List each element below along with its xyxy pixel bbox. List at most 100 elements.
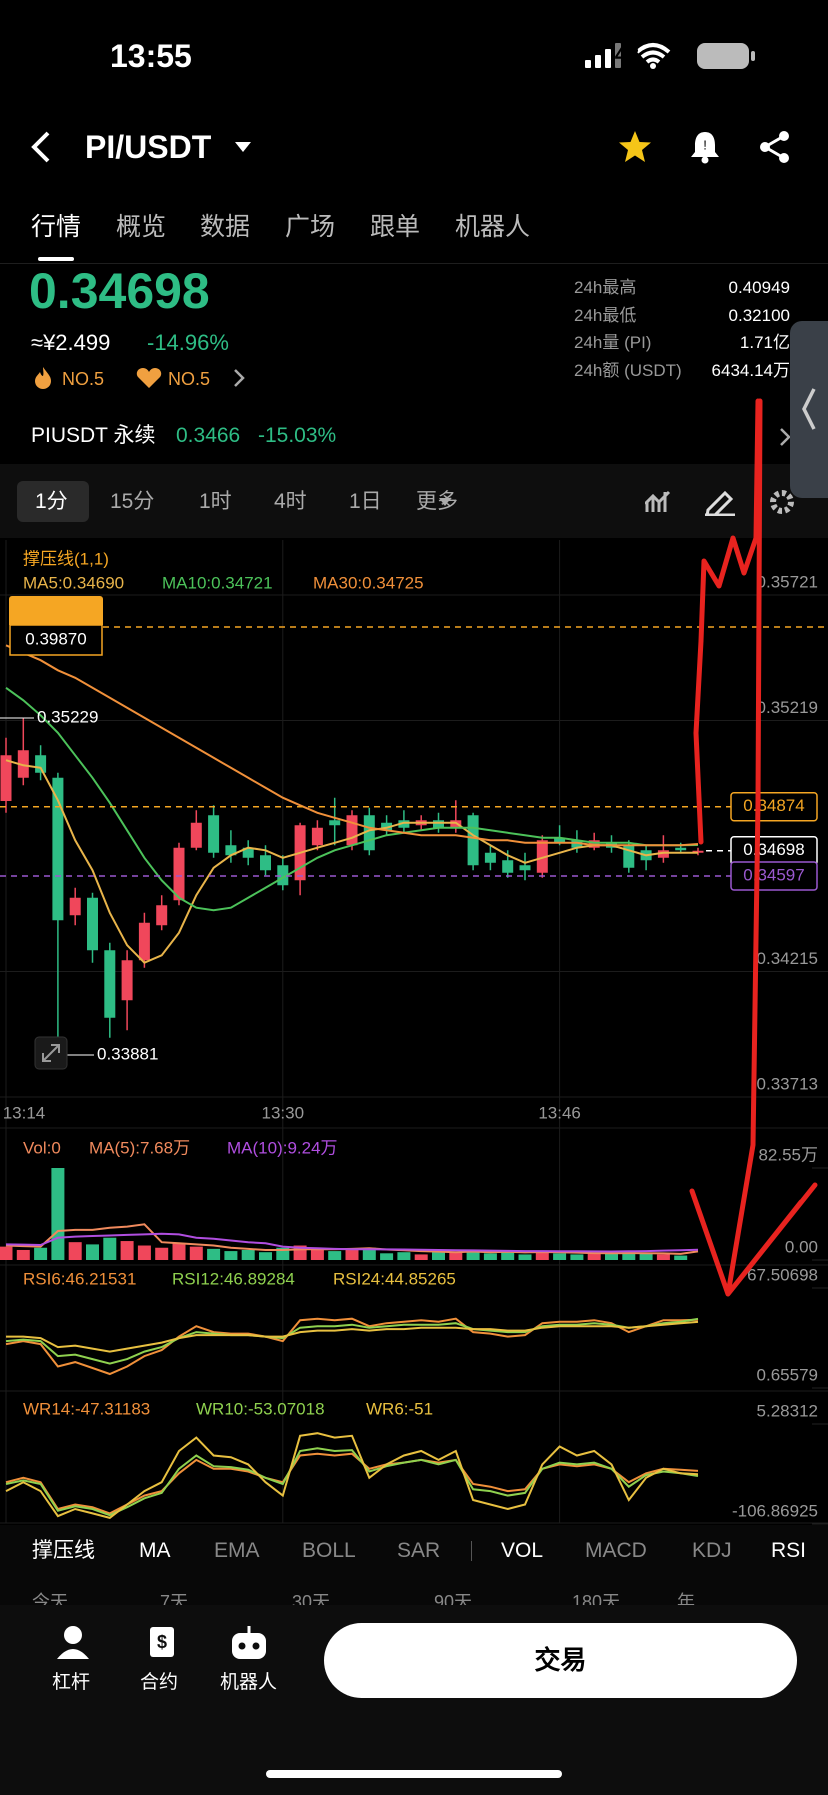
indicator-tab[interactable]: MACD — [585, 1539, 647, 1562]
volume-bar — [674, 1255, 688, 1260]
volume-bar — [0, 1246, 13, 1260]
interval[interactable]: 1时 — [199, 490, 232, 513]
side-tab[interactable] — [790, 321, 828, 498]
y-tick-label: 5.28312 — [757, 1401, 818, 1420]
series-line — [5, 686, 699, 912]
perp-price: 0.3466 — [176, 424, 241, 447]
tab[interactable]: 机器人 — [455, 213, 531, 241]
y-tick-label: 82.55万 — [758, 1145, 818, 1164]
legend-label: WR14:-47.31183 — [23, 1399, 150, 1418]
y-tick-label: 0.34215 — [757, 949, 818, 968]
indicator-tab[interactable]: 撑压线 — [32, 1539, 95, 1562]
legend-label: WR10:-53.07018 — [196, 1399, 325, 1418]
candle-body — [173, 847, 185, 901]
volume-bar — [103, 1237, 117, 1260]
series-line — [5, 644, 699, 847]
interval[interactable]: 更多 — [416, 490, 458, 513]
indicator-tab[interactable]: SAR — [397, 1539, 441, 1562]
tab[interactable]: 行情 — [31, 213, 82, 241]
volume-bar — [483, 1253, 497, 1260]
cny-price: ≈¥2.499 — [31, 330, 111, 355]
candle-body — [104, 950, 116, 1018]
nav-label[interactable]: 合约 — [140, 1672, 179, 1693]
candle-body — [0, 755, 12, 801]
tab[interactable]: 广场 — [285, 213, 336, 241]
series-line — [5, 1317, 699, 1376]
candle-body — [433, 820, 444, 828]
volume-bar — [241, 1249, 255, 1260]
share-icon[interactable] — [757, 129, 793, 165]
y-tick-label: -106.86925 — [732, 1501, 818, 1520]
interval[interactable]: 1分 — [35, 490, 68, 513]
rank-badge: NO.5 — [168, 369, 211, 389]
indicator-tab[interactable]: BOLL — [302, 1539, 356, 1562]
chevron[interactable] — [232, 368, 246, 388]
interval[interactable]: 4时 — [274, 490, 307, 513]
indicator-tab[interactable]: VOL — [501, 1539, 544, 1562]
volume-bar — [380, 1253, 394, 1260]
candle-body — [69, 897, 81, 916]
volume-bar — [622, 1252, 636, 1260]
candle-body — [554, 837, 566, 843]
legend-label: MA5:0.34690 — [23, 573, 124, 592]
series-line — [5, 1232, 699, 1253]
divider — [0, 263, 828, 264]
home-indicator — [266, 1770, 562, 1778]
legend-label: MA(5):7.68万 — [89, 1138, 190, 1157]
interval-selected — [17, 481, 89, 522]
volume-bar — [68, 1242, 82, 1260]
indicator-tab[interactable]: RSI — [771, 1539, 807, 1562]
volume-bar — [449, 1252, 463, 1260]
tab[interactable]: 跟单 — [370, 213, 421, 241]
status-icons — [585, 43, 755, 69]
y-tick-label: 0.65579 — [757, 1365, 818, 1384]
trade-button[interactable] — [324, 1623, 797, 1698]
chart-tools[interactable] — [645, 488, 805, 516]
volume-bar — [345, 1248, 359, 1260]
candle-body — [692, 850, 704, 853]
chart-legend-title: Vol:0 — [23, 1138, 61, 1157]
candle-body — [571, 840, 583, 848]
nav-label[interactable]: 机器人 — [220, 1672, 278, 1693]
pair-title[interactable]: PI/USDT — [85, 129, 212, 165]
y-tick-label: 67.50698 — [747, 1265, 818, 1284]
legend-label: WR6:-51 — [366, 1399, 433, 1418]
series-line — [5, 1452, 699, 1515]
battery-level: 43 — [614, 42, 640, 67]
tab[interactable]: 概览 — [116, 213, 167, 241]
alert-bell[interactable]: ! — [688, 129, 722, 165]
volume-bar — [639, 1253, 653, 1260]
volume-bar — [535, 1251, 549, 1260]
interval[interactable]: 15分 — [110, 490, 155, 513]
candle-body — [398, 820, 410, 828]
interval[interactable]: 1日 — [349, 490, 382, 513]
chevron[interactable] — [778, 427, 792, 447]
svg-text:$: $ — [157, 1632, 167, 1652]
volume-bar — [432, 1251, 445, 1260]
indicator-tab[interactable]: MA — [139, 1539, 171, 1562]
volume-bar — [605, 1253, 618, 1260]
perp-name[interactable]: PIUSDT 永续 — [31, 424, 156, 447]
indicator-tab[interactable]: KDJ — [692, 1539, 732, 1562]
stat-label: 24h额 (USDT) — [574, 360, 682, 380]
volume-bar — [656, 1254, 670, 1260]
trade-label[interactable]: 交易 — [534, 1645, 587, 1675]
nav-label[interactable]: 杠杆 — [52, 1672, 91, 1693]
volume-bar — [224, 1251, 238, 1260]
volume-bar — [207, 1248, 221, 1260]
candle-body — [156, 905, 168, 926]
stat-label: 24h最低 — [574, 305, 637, 325]
back-button[interactable] — [28, 130, 58, 164]
candle-body — [311, 827, 323, 846]
y-tick-label: 0.00 — [785, 1237, 818, 1256]
indicator-tab[interactable]: EMA — [214, 1539, 260, 1562]
candle-body — [484, 852, 496, 863]
y-tick-label: 0.35219 — [757, 698, 818, 717]
tab[interactable]: 数据 — [200, 213, 251, 241]
favorite-star[interactable] — [617, 129, 653, 165]
candle-body — [208, 815, 220, 853]
price-tag — [9, 624, 103, 656]
volume-bar — [518, 1254, 532, 1260]
stat-value: 0.40949 — [728, 278, 790, 297]
